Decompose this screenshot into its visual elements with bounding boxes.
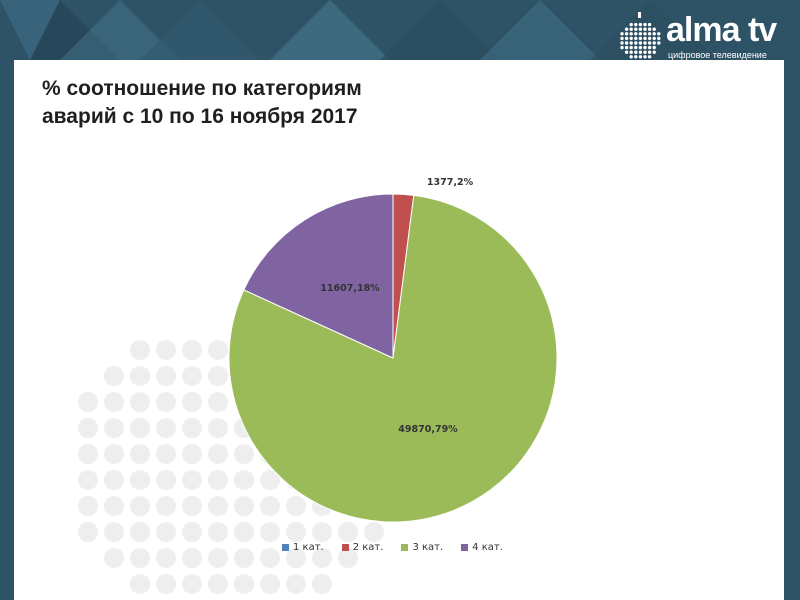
- data-label-4: 11607,18%: [320, 283, 380, 294]
- page-title: % соотношение по категориям аварий с 10 …: [42, 75, 502, 131]
- legend-label-3: 3 кат.: [412, 541, 444, 553]
- logo-name: alma tv: [666, 11, 777, 49]
- title-line-2: аварий с 10 по 16 ноября 2017: [42, 105, 358, 128]
- title-line-1: % соотношение по категориям: [42, 77, 362, 100]
- legend-label-2: 2 кат.: [352, 541, 384, 553]
- legend-label-1: 1 кат.: [293, 541, 324, 553]
- legend-swatch-3: [401, 543, 409, 551]
- chart-legend: 1 кат. 2 кат. 3 кат. 4 кат.: [282, 539, 503, 555]
- legend-item-2: 2 кат.: [341, 541, 384, 553]
- legend-item-4: 4 кат.: [461, 542, 503, 553]
- legend-swatch-4: [461, 543, 469, 551]
- legend-item-1: 1 кат.: [282, 542, 324, 553]
- legend-swatch-2: [341, 543, 349, 551]
- logo-tagline: цифровое телевидение: [668, 50, 767, 60]
- data-label-3: 49870,79%: [398, 424, 458, 435]
- pie-slice-4: [243, 193, 394, 359]
- brand-logo: alma tv цифровое телевидение: [614, 8, 794, 70]
- pie-slice-3: [228, 194, 558, 523]
- legend-swatch-1: [282, 543, 289, 551]
- data-label-2: 1377,2%: [427, 177, 474, 188]
- apple-dots-icon: [620, 12, 661, 59]
- legend-label-4: 4 кат.: [472, 541, 503, 553]
- legend-item-3: 3 кат.: [401, 542, 443, 553]
